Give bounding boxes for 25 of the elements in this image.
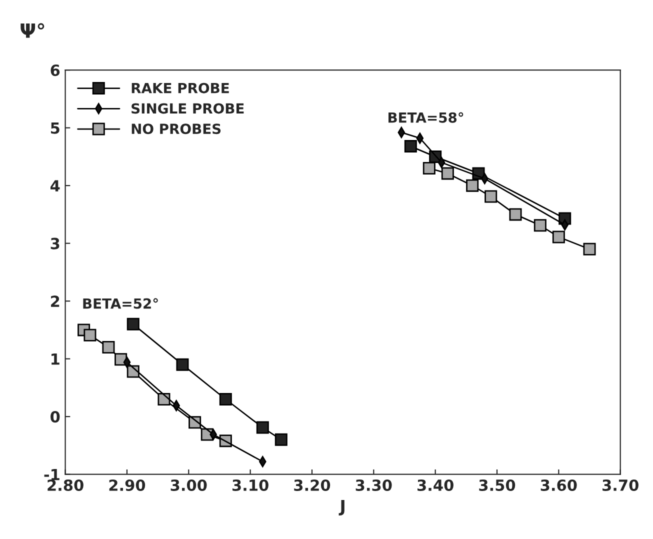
y-tick-label: 3 [50, 238, 60, 250]
y-tick-label: 0 [50, 411, 60, 423]
x-tick-label: 3.10 [232, 479, 268, 492]
x-axis-title: J [338, 500, 344, 516]
y-tick-label: 4 [50, 180, 60, 192]
x-tick-label: 3.60 [540, 479, 577, 492]
x-tick-label: 3.20 [294, 479, 330, 492]
legend-label: SINGLE PROBE [132, 103, 244, 114]
y-tick-label: 5 [50, 122, 60, 134]
x-tick-label: 3.40 [418, 479, 454, 492]
x-tick-label: 3.30 [356, 479, 392, 492]
legend-label: RAKE PROBE [132, 82, 229, 94]
annotation: BETA=58° [388, 112, 464, 123]
legend-label: NO PROBES [132, 124, 221, 134]
x-tick-label: 3.00 [170, 479, 207, 492]
y-tick-label: -1 [44, 468, 60, 480]
y-tick-label: 1 [52, 353, 60, 365]
x-tick-label: 3.70 [602, 479, 638, 492]
y-tick-label: 6 [50, 64, 60, 76]
x-tick-label: 2.90 [109, 479, 146, 492]
x-tick-label: 3.50 [479, 479, 516, 492]
annotation: BETA=52° [83, 298, 158, 309]
x-tick-label: 2.80 [48, 479, 84, 492]
y-axis-title: Ψ° [20, 23, 44, 38]
y-tick-label: 2 [51, 296, 60, 307]
